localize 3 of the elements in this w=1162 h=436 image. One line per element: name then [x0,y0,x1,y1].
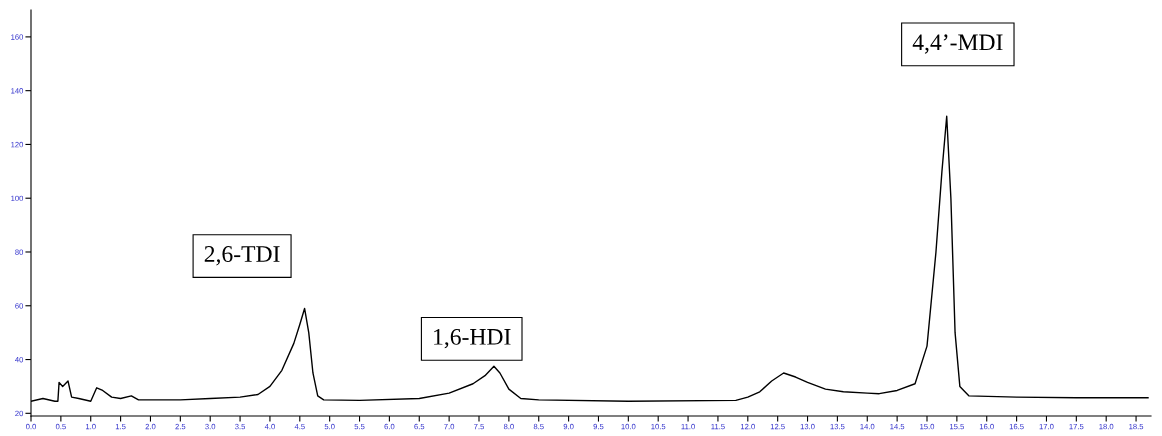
annotation: 1,6-HDI [434,328,511,349]
annotation: 2,6-TDI [204,246,280,266]
annotation: 4,4’-MDI [912,34,1003,54]
